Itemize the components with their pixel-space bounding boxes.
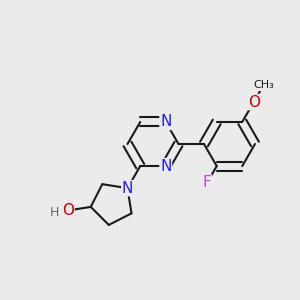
Text: F: F — [203, 175, 212, 190]
Text: CH₃: CH₃ — [253, 80, 274, 91]
Text: N: N — [160, 159, 171, 174]
Text: O: O — [248, 94, 260, 110]
Text: O: O — [62, 203, 74, 218]
Text: N: N — [122, 181, 133, 196]
Text: H: H — [50, 206, 59, 219]
Text: N: N — [160, 114, 171, 129]
